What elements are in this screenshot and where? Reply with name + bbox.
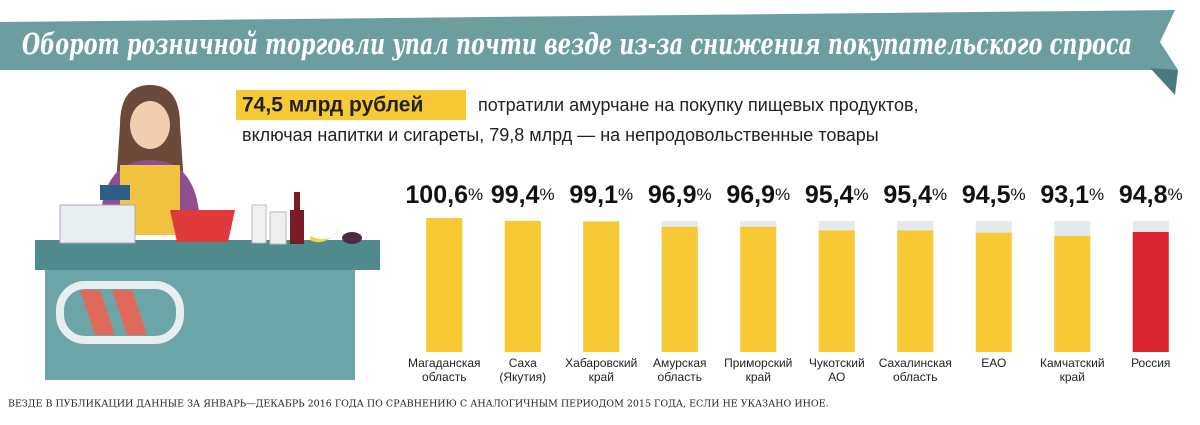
x-tick-label: Магаданская [408,356,481,370]
value-label: 100,6% [405,181,483,209]
value-unit: % [618,185,633,204]
value-unit: % [468,185,483,204]
title-ribbon [0,10,1178,70]
value-label: 96,9% [726,181,790,209]
value-unit: % [1168,185,1183,204]
x-tick-label: область [658,370,702,384]
value-number: 99,1 [569,181,618,209]
bar [975,232,1012,352]
value-unit: % [854,185,869,204]
bar [504,220,541,352]
value-label: 95,4% [883,181,947,209]
value-label: 96,9% [648,181,712,209]
value-label: 95,4% [805,181,869,209]
x-tick-label: Камчатский [1040,356,1105,370]
lead-text: потратили амурчане на покупку пищевых пр… [478,95,919,115]
value-number: 95,4 [805,181,854,209]
cashier-illustration [35,85,380,380]
value-number: 95,4 [883,181,932,209]
x-tick-label: Чукотский [809,356,865,370]
x-tick-label: Саха [509,356,537,370]
bar [897,230,934,352]
value-unit: % [775,185,790,204]
x-tick-label: Сахалинская [879,356,952,370]
value-number: 100,6 [405,181,468,209]
x-tick-label: область [893,370,937,384]
bar [1132,231,1169,352]
value-unit: % [1089,185,1104,204]
x-tick-label: (Якутия) [499,370,546,384]
value-label: 94,5% [962,181,1026,209]
x-tick-label: край [1060,370,1085,384]
x-tick-label: Хабаровский [565,356,637,370]
value-number: 94,8 [1119,181,1168,209]
value-unit: % [697,185,712,204]
value-number: 96,9 [726,181,775,209]
footnote: ВЕЗДЕ В ПУБЛИКАЦИИ ДАННЫЕ ЗА ЯНВАРЬ—ДЕКА… [8,399,829,410]
value-label: 99,1% [569,181,633,209]
bar [740,226,777,352]
x-tick-label: ЕАО [981,356,1006,370]
ribbon-fold [1150,68,1178,95]
value-number: 99,4 [491,181,540,209]
x-tick-label: Приморский [724,356,792,370]
x-tick-label: край [746,370,771,384]
bar [583,221,620,352]
value-unit: % [932,185,947,204]
bar [661,226,698,352]
x-tick-label: АО [828,370,845,384]
value-label: 94,8% [1119,181,1183,209]
chart-title: Оборот розничной торговли упал почти вез… [22,27,1132,61]
highlight [236,90,466,120]
bar [426,217,463,352]
x-tick-label: область [422,370,466,384]
lead-text: включая напитки и сигареты, 79,8 млрд — … [242,125,879,145]
bar [818,230,855,352]
x-tick-label: край [589,370,614,384]
bar [1054,236,1091,352]
x-tick-label: Россия [1131,356,1170,370]
value-label: 93,1% [1040,181,1104,209]
value-label: 99,4% [491,181,555,209]
value-number: 96,9 [648,181,697,209]
value-unit: % [540,185,555,204]
value-number: 94,5 [962,181,1011,209]
value-number: 93,1 [1040,181,1089,209]
lead-highlight: 74,5 млрд рублей [242,94,423,117]
value-unit: % [1011,185,1026,204]
x-tick-label: Амурская [653,356,707,370]
